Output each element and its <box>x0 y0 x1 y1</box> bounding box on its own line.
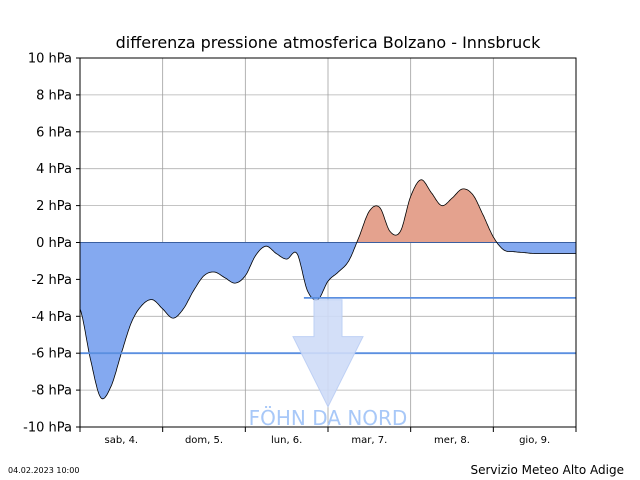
y-tick-label: -4 hPa <box>31 310 72 325</box>
y-tick-label: 8 hPa <box>36 88 72 103</box>
x-tick-label: lun, 6. <box>271 435 302 446</box>
foehn-arrow-icon <box>292 299 364 408</box>
positive-area <box>80 179 576 243</box>
x-axis: sab, 4. dom, 5. lun, 6. mar, 7. mer, 8. gio, … <box>79 427 577 446</box>
x-tick-label: mer, 8. <box>434 435 470 446</box>
series-line <box>80 179 576 400</box>
y-tick-label: -8 hPa <box>31 384 72 399</box>
y-tick-label: -10 hPa <box>23 421 72 436</box>
y-tick-label: 2 hPa <box>36 199 72 214</box>
source-credit: Servizio Meteo Alto Adige <box>470 463 625 477</box>
y-tick-label: 6 hPa <box>36 125 72 140</box>
chart-title: differenza pressione atmosferica Bolzano… <box>115 33 541 52</box>
y-tick-label: 10 hPa <box>28 52 72 67</box>
x-tick-label: gio, 9. <box>519 435 550 446</box>
y-tick-label: 0 hPa <box>36 236 72 251</box>
area-layer <box>80 179 576 400</box>
arrow-shape <box>292 299 364 408</box>
y-tick-label: 4 hPa <box>36 162 72 177</box>
y-axis: 10 hPa 8 hPa 6 hPa 4 hPa 2 hPa 0 hPa -2 hPa -4 … <box>23 52 80 436</box>
x-tick-label: mar, 7. <box>351 435 387 446</box>
x-tick-label: dom, 5. <box>185 435 223 446</box>
y-tick-label: -2 hPa <box>31 273 72 288</box>
x-tick-label: sab, 4. <box>105 435 139 446</box>
y-tick-label: -6 hPa <box>31 347 72 362</box>
foehn-annotation: FÖHN DA NORD <box>249 406 408 430</box>
timestamp: 04.02.2023 10:00 <box>8 466 80 475</box>
negative-area <box>80 242 576 399</box>
